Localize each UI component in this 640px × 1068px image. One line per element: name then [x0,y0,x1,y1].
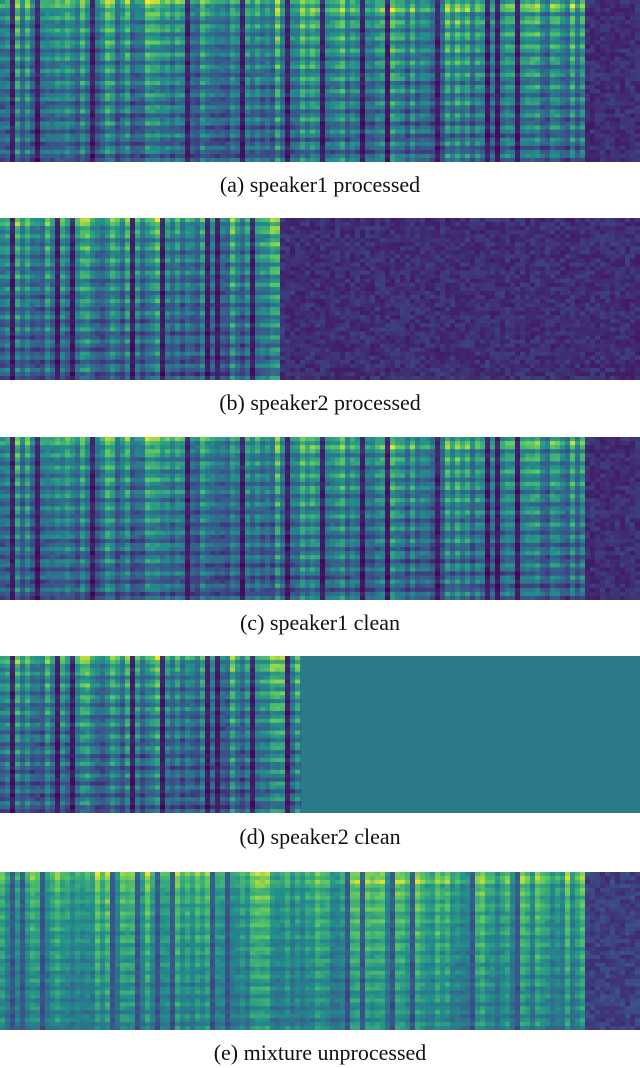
spectrogram-b [0,218,640,380]
spectrogram-d [0,656,640,813]
spectrogram-c [0,437,640,600]
caption-d: (d) speaker2 clean [0,823,640,851]
spectrogram-e [0,872,640,1030]
caption-a: (a) speaker1 processed [0,171,640,199]
caption-e: (e) mixture unprocessed [0,1039,640,1067]
constant-fill-region [300,656,640,813]
caption-c: (c) speaker1 clean [0,609,640,637]
spectrogram-a [0,0,640,162]
caption-b: (b) speaker2 processed [0,389,640,417]
